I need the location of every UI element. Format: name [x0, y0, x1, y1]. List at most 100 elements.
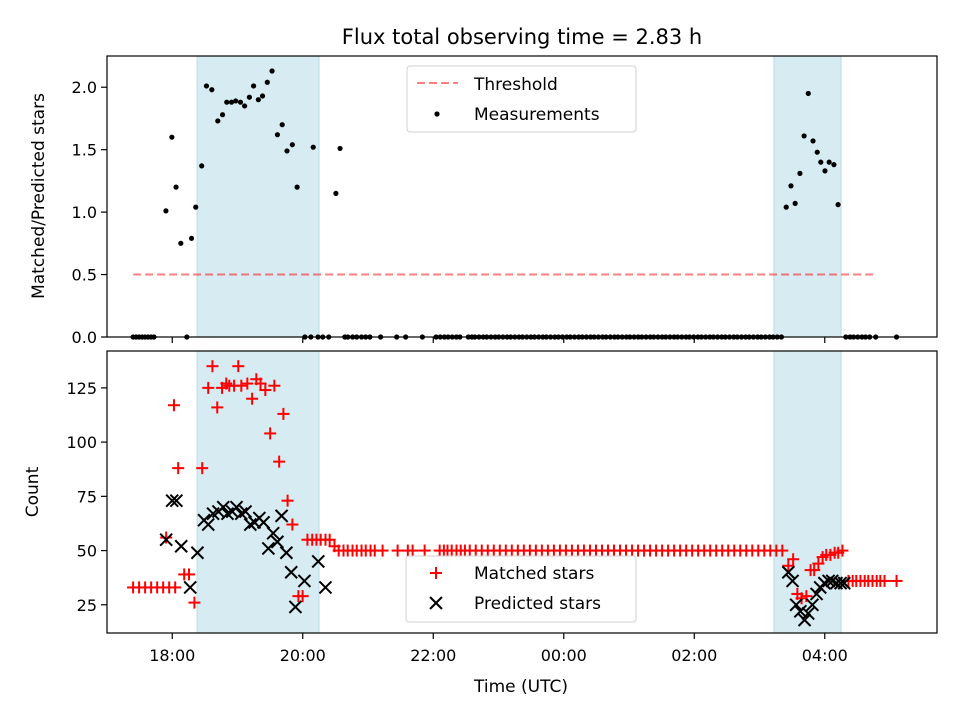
matched-star-point	[418, 544, 431, 557]
bottom-legend-box	[405, 555, 637, 623]
matched-star-point	[836, 544, 849, 557]
predicted-star-point	[261, 541, 276, 556]
measurement-point	[822, 168, 828, 174]
legend-predicted-swatch	[429, 596, 443, 610]
y-tick-label: 100	[66, 433, 97, 452]
matched-star-point	[167, 399, 180, 412]
measurement-point	[224, 99, 230, 105]
predicted-star-point	[318, 580, 333, 595]
predicted-star-point	[297, 574, 312, 588]
predicted-star-point	[825, 574, 839, 588]
measurement-point	[835, 202, 841, 208]
predicted-star-point	[284, 565, 298, 579]
measurement-point	[269, 68, 275, 74]
measurement-point	[193, 204, 199, 210]
predicted-star-point	[789, 598, 803, 612]
predicted-star-point	[201, 517, 215, 532]
shaded-interval-1	[196, 55, 320, 338]
y-tick-label: 0.0	[72, 328, 97, 347]
predicted-star-point	[174, 539, 188, 553]
matched-star-point	[281, 494, 294, 507]
legend-matched-label: Matched stars	[474, 564, 594, 584]
matched-star-point	[808, 564, 821, 577]
predicted-star-point	[809, 587, 824, 601]
bottom-axes-frame	[106, 350, 938, 634]
y-tick-label: 1.5	[72, 141, 97, 160]
predicted-star-point	[781, 565, 796, 579]
measurement-point	[259, 93, 266, 99]
matched-star-point	[172, 462, 185, 475]
measurement-point	[274, 132, 281, 138]
matched-star-point	[296, 590, 309, 603]
measurement-point	[228, 99, 235, 105]
y-tick-label: 50	[77, 542, 97, 561]
predicted-star-point	[243, 517, 258, 532]
x-tick-label: 22:00	[410, 646, 456, 665]
matched-star-point	[206, 360, 219, 373]
x-axis-label: Time (UTC)	[473, 677, 568, 697]
predicted-star-point	[270, 535, 285, 549]
measurement-point	[810, 138, 816, 144]
y-tick-label: 0.5	[72, 266, 97, 285]
measurement-point	[788, 183, 794, 189]
matched-star-point	[264, 427, 277, 440]
ratio-panel: 0.00.51.01.52.0 Matched/Predicted stars …	[29, 55, 938, 347]
top-legend: Threshold Measurements	[406, 65, 637, 133]
legend-predicted-label: Predicted stars	[474, 594, 601, 614]
predicted-star-point	[165, 493, 179, 508]
x-tick-label: 20:00	[280, 646, 326, 665]
predicted-star-point	[159, 533, 173, 547]
measurement-point	[188, 235, 195, 241]
predicted-star-point	[805, 598, 820, 612]
measurement-point	[255, 97, 261, 103]
legend-measurements-swatch	[434, 111, 440, 117]
y-tick-label: 2.0	[72, 78, 97, 97]
measurement-point	[797, 170, 803, 176]
predicted-star-point	[288, 600, 303, 614]
matched-star-point	[376, 544, 389, 557]
predicted-star-point	[797, 613, 812, 627]
predicted-star-points	[159, 493, 851, 627]
shaded-interval-1	[196, 350, 320, 634]
measurement-point	[163, 208, 169, 214]
measurement-point	[250, 83, 257, 89]
measurement-point	[801, 133, 807, 139]
predicted-star-point	[216, 500, 230, 514]
matched-star-point	[812, 557, 825, 570]
legend-measurements-label: Measurements	[474, 105, 600, 125]
measurement-point	[805, 90, 811, 97]
predicted-star-point	[833, 576, 848, 590]
measurement-point	[831, 162, 837, 168]
bottom-x-ticks: 18:00 20:00 22:00 00:00 02:00 04:00	[149, 633, 848, 665]
shaded-interval-2	[773, 350, 842, 634]
predicted-star-point	[274, 509, 289, 523]
measurement-point	[199, 163, 205, 169]
measurement-point	[173, 184, 179, 190]
matched-star-point	[406, 544, 419, 557]
top-y-ticks: 0.0 0.5 1.0 1.5 2.0	[72, 78, 107, 347]
matched-star-point	[160, 531, 173, 544]
measurement-point	[814, 149, 820, 155]
measurement-point	[264, 79, 270, 85]
measurement-point	[818, 159, 824, 165]
measurement-point	[246, 94, 253, 100]
predicted-star-point	[266, 526, 280, 540]
matched-star-point	[273, 455, 286, 468]
matched-star-point	[246, 392, 259, 405]
count-panel: 25 50 75 100 125 18:00 20:00 22:00 00:00 02:00 04…	[23, 350, 938, 697]
matched-star-point	[776, 544, 789, 557]
measurement-point	[310, 144, 316, 150]
measurement-point	[294, 184, 300, 190]
matched-star-point	[241, 377, 254, 390]
x-tick-label: 00:00	[541, 646, 587, 665]
matched-star-point	[232, 360, 245, 373]
y-tick-label: 75	[77, 487, 97, 506]
matched-star-point	[188, 596, 201, 609]
legend-threshold-label: Threshold	[473, 75, 558, 95]
bottom-y-axis-label: Count	[23, 466, 43, 517]
matched-star-point	[202, 381, 215, 394]
predicted-star-point	[801, 606, 815, 621]
matched-star-point	[286, 518, 299, 531]
measurement-point	[792, 200, 798, 206]
predicted-star-point	[785, 574, 800, 588]
